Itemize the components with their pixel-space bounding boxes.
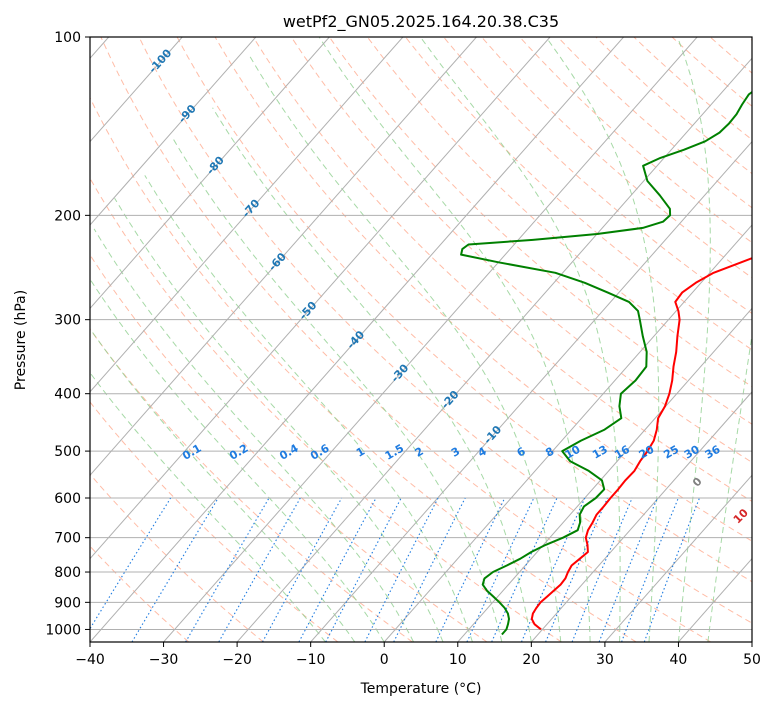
dry-adiabat-line — [138, 37, 752, 624]
y-tick-label: 800 — [54, 565, 81, 581]
moist-adiabat-line — [144, 175, 473, 642]
dry-adiabat-line — [252, 37, 752, 502]
moist-adiabat-line — [90, 327, 356, 642]
background-lines — [90, 37, 752, 642]
mixing-ratio-line — [643, 497, 701, 642]
y-tick-label: 400 — [54, 387, 81, 403]
moist-adiabat-line — [707, 331, 752, 642]
mixing-ratio-line — [621, 497, 679, 642]
mixing-ratio-line — [491, 497, 558, 642]
dry-adiabat-line — [90, 254, 488, 642]
y-tick-label: 500 — [54, 444, 81, 460]
dry-adiabat-line — [90, 177, 562, 642]
mixing-ratio-line — [393, 497, 466, 642]
x-tick-label: 20 — [522, 652, 540, 668]
isotherm-line — [90, 37, 183, 143]
mixing-ratio-line — [571, 497, 633, 642]
y-tick-label: 700 — [54, 531, 81, 547]
profiles — [460, 90, 752, 636]
dry-adiabat-line — [90, 473, 264, 642]
dewpoint-profile — [460, 90, 752, 636]
moist-adiabat-line — [677, 37, 711, 642]
mixing-ratio-line — [325, 497, 402, 642]
dry-adiabat-line — [90, 96, 637, 642]
dry-adiabat-line — [90, 328, 413, 642]
y-tick-label: 300 — [54, 313, 81, 329]
mixing-ratio-line — [435, 497, 506, 642]
isotherm-line — [90, 37, 404, 393]
mixing-ratio-line — [466, 497, 535, 642]
isotherm-line — [90, 37, 477, 476]
x-tick-label: −40 — [75, 652, 105, 668]
x-tick-label: −20 — [222, 652, 252, 668]
isotherm-line — [457, 307, 752, 642]
y-tick-label: 900 — [54, 595, 81, 611]
x-axis-ticks: −40 −30 −20 −10 0 10 20 30 40 50 — [75, 642, 761, 668]
dry-adiabat-line — [557, 37, 752, 209]
isotherm-line — [604, 474, 752, 642]
x-tick-label: 30 — [596, 652, 614, 668]
moist-adiabat-line — [93, 228, 415, 642]
mixing-ratio-line — [131, 497, 219, 642]
moist-adiabat-line — [249, 56, 562, 642]
chart-title: wetPf2_GN05.2025.164.20.38.C35 — [283, 12, 559, 32]
y-tick-label: 100 — [54, 30, 81, 46]
isotherm-line — [90, 37, 257, 226]
moist-adiabat-line — [545, 37, 660, 642]
moist-adiabat-line — [212, 107, 532, 642]
mixing-ratio-line — [90, 497, 172, 630]
mixing-ratio-line — [298, 497, 377, 642]
isotherm-line — [236, 57, 752, 642]
dry-adiabat-line — [176, 37, 752, 583]
mixing-ratio-line — [520, 497, 586, 642]
isotherm-line — [383, 224, 752, 642]
plot-frame — [89, 36, 753, 643]
isotherm-line — [90, 37, 330, 310]
dry-adiabat-line — [443, 37, 752, 315]
isotherm-line — [163, 37, 698, 642]
isotherm-line — [310, 140, 752, 642]
isotherm-line — [530, 391, 752, 642]
mixing-ratio-line — [364, 497, 439, 642]
y-tick-label: 600 — [54, 491, 81, 507]
moist-adiabat-line — [90, 371, 326, 642]
x-tick-label: −10 — [296, 652, 326, 668]
x-tick-label: 50 — [743, 652, 761, 668]
moist-adiabat-line — [318, 37, 591, 642]
dry-adiabat-line — [405, 37, 752, 351]
isotherm-line — [90, 37, 624, 642]
x-tick-label: −30 — [149, 652, 179, 668]
mixing-ratio-line — [598, 497, 658, 642]
moist-adiabat-line — [114, 197, 444, 642]
dry-adiabat-line — [595, 37, 752, 175]
y-axis-ticks: 100 200 300 400 500 600 700 800 900 1000 — [45, 30, 90, 638]
x-tick-label: 40 — [670, 652, 688, 668]
mixing-ratio-line — [545, 497, 608, 642]
dry-adiabat-line — [214, 37, 752, 542]
y-tick-label: 1000 — [45, 622, 81, 638]
x-axis-label: Temperature (°C) — [360, 681, 482, 697]
temperature-profile — [530, 257, 752, 631]
y-tick-label: 200 — [54, 208, 81, 224]
dry-adiabat-line — [519, 37, 752, 244]
dry-adiabat-line — [100, 37, 712, 642]
moist-adiabat-line — [90, 278, 385, 642]
x-tick-label: 10 — [449, 652, 467, 668]
x-tick-label: 0 — [380, 652, 389, 668]
isotherm-line — [90, 37, 551, 560]
y-axis-label: Pressure (hPa) — [13, 290, 29, 390]
